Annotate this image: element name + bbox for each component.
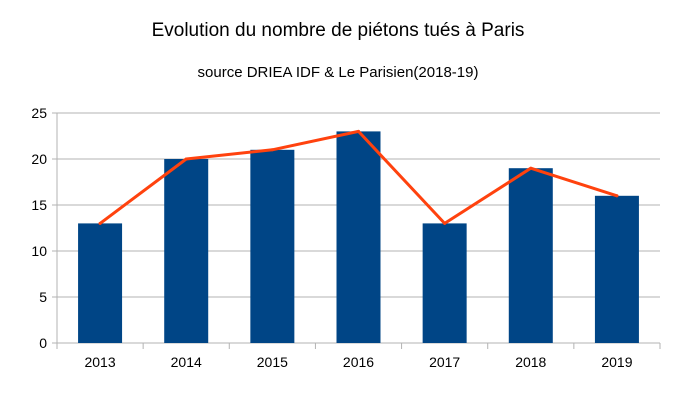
line-point (98, 221, 102, 225)
bar (164, 159, 209, 343)
bar (594, 195, 639, 343)
line-point (615, 194, 619, 198)
x-tick-label: 2014 (171, 354, 202, 370)
y-tick-label: 20 (31, 151, 47, 167)
y-tick-label: 0 (39, 335, 47, 351)
y-tick-label: 25 (31, 105, 47, 121)
bar (78, 223, 123, 343)
x-tick-label: 2016 (343, 354, 374, 370)
x-tick-label: 2015 (257, 354, 288, 370)
line-point (270, 148, 274, 152)
line-point (529, 166, 533, 170)
bar (250, 149, 295, 343)
line-point (443, 221, 447, 225)
chart-title: Evolution du nombre de piétons tués à Pa… (151, 20, 525, 41)
y-tick-label: 5 (39, 289, 47, 305)
x-tick-label: 2013 (84, 354, 115, 370)
x-tick-label: 2019 (601, 354, 632, 370)
bar (336, 131, 381, 343)
x-tick-label: 2018 (515, 354, 546, 370)
chart-subtitle: source DRIEA IDF & Le Parisien(2018-19) (197, 64, 479, 81)
x-tick-label: 2017 (429, 354, 460, 370)
bar (422, 223, 467, 343)
bar (508, 168, 553, 343)
y-tick-label: 15 (31, 197, 47, 213)
line-point (184, 157, 188, 161)
line-point (357, 129, 360, 133)
y-tick-label: 10 (31, 243, 47, 259)
